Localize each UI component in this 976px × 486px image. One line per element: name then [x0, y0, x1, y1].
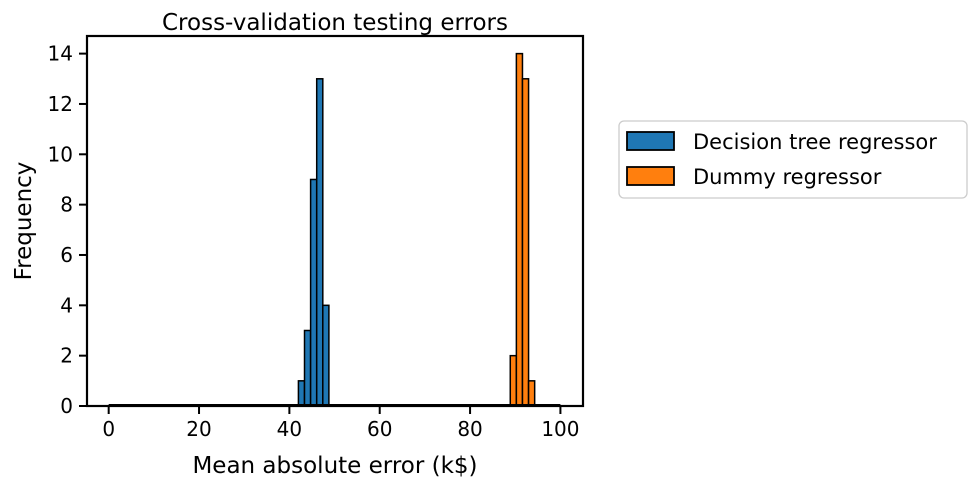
y-tick-label: 4: [60, 293, 73, 317]
bar-decision-tree-0: [297, 380, 306, 407]
y-tick-label: 10: [48, 142, 73, 166]
x-tick-label: 60: [367, 417, 392, 441]
x-tick-label: 80: [457, 417, 482, 441]
x-axis: 0 20 40 60 80 100: [102, 406, 580, 441]
y-tick-label: 0: [60, 394, 73, 418]
y-tick-label: 8: [60, 193, 73, 217]
y-tick-label: 6: [60, 243, 73, 267]
x-tick-label: 40: [277, 417, 302, 441]
x-tick-label: 100: [541, 417, 579, 441]
legend-frame: [618, 120, 968, 199]
chart-title: Cross-validation testing errors: [162, 10, 508, 36]
legend-swatch-dummy: [626, 166, 675, 186]
x-tick-label: 20: [186, 417, 211, 441]
y-tick-label: 12: [48, 92, 73, 116]
bar-dummy-2: [521, 78, 530, 407]
x-axis-label: Mean absolute error (k$): [192, 453, 477, 479]
bar-dummy-3: [527, 380, 536, 407]
bar-dummy-0: [509, 354, 518, 407]
y-axis-label: Frequency: [11, 162, 37, 281]
y-tick-label: 14: [48, 42, 73, 66]
bar-dummy-1: [515, 52, 524, 407]
x-tick-label: 0: [102, 417, 115, 441]
bar-decision-tree-1: [303, 329, 312, 407]
legend-label-dummy: Dummy regressor: [693, 165, 882, 189]
y-tick-label: 2: [60, 344, 73, 368]
bar-decision-tree-4: [322, 304, 330, 407]
plot-frame: [85, 34, 585, 408]
bar-decision-tree-3: [315, 78, 324, 407]
legend: Decision tree regressor Dummy regressor: [618, 120, 968, 199]
bar-decision-tree-2: [309, 178, 318, 407]
y-axis: 0 2 4 6 8 10 12 14: [48, 42, 87, 418]
legend-swatch-decision-tree: [626, 131, 675, 151]
legend-label-decision-tree: Decision tree regressor: [693, 130, 937, 154]
bars-layer: [108, 52, 561, 407]
